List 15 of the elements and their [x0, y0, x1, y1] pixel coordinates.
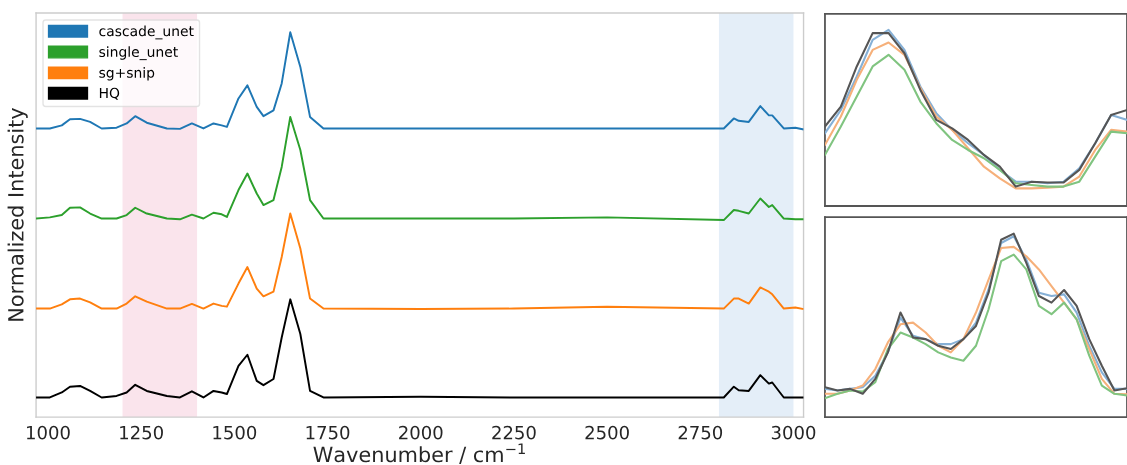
x-tick-label: 2250 — [492, 425, 536, 440]
x-tick-label: 1750 — [306, 425, 350, 440]
legend-label: HQ — [99, 87, 120, 100]
x-axis-title: Wavenumber / cm$^{−1}$ — [313, 443, 525, 464]
x-tick-label: 1500 — [213, 425, 257, 440]
legend-label: sg+snip — [99, 67, 155, 81]
x-tick-label: 3000 — [771, 425, 816, 440]
legend-label: cascade_unet — [99, 25, 194, 40]
x-tick-label: 2000 — [399, 425, 443, 440]
x-tick-label: 2750 — [678, 425, 723, 440]
x-tick-label: 1000 — [27, 425, 70, 440]
y-axis-title: Normalized Intensity — [7, 107, 28, 321]
x-tick-label: 1250 — [120, 425, 163, 440]
legend-label: single_unet — [99, 46, 178, 61]
x-tick-label: 2500 — [585, 425, 629, 440]
